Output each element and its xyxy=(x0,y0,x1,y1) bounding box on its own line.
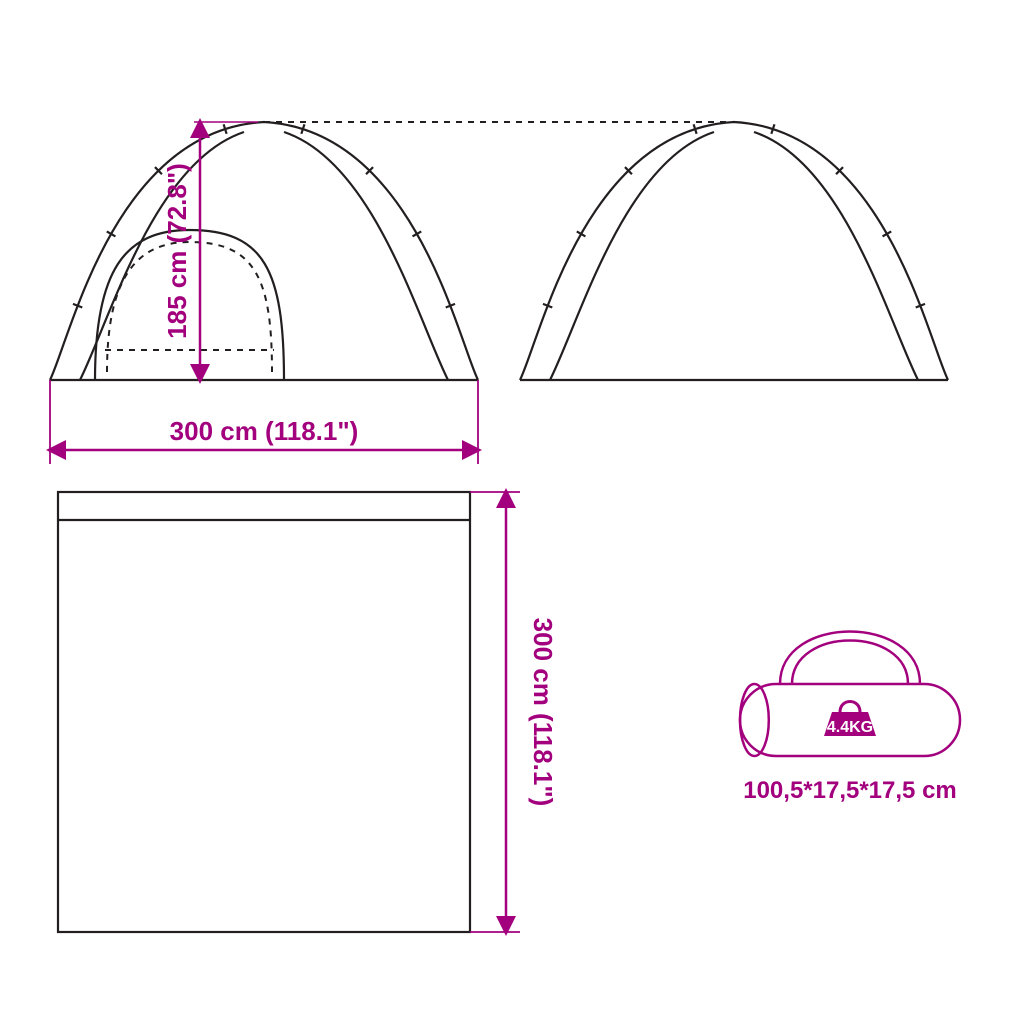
height-label: 185 cm (72.8") xyxy=(162,163,192,339)
weight-label: 4.4KG xyxy=(827,719,873,736)
front-tent-dome xyxy=(50,122,478,380)
floor-plan-rect xyxy=(58,492,470,932)
carry-bag-endcap xyxy=(740,684,769,756)
back-tent-fly-left xyxy=(550,132,714,380)
diagram-canvas: 185 cm (72.8") 300 cm (118.1") 300 cm (118… xyxy=(0,0,1024,1024)
front-tent-fly-right xyxy=(284,132,448,380)
width-label: 300 cm (118.1") xyxy=(170,416,359,446)
back-tent-dome xyxy=(520,122,948,380)
bag-size-label: 100,5*17,5*17,5 cm xyxy=(743,777,957,804)
depth-label: 300 cm (118.1") xyxy=(528,618,558,807)
back-tent-fly-right xyxy=(754,132,918,380)
